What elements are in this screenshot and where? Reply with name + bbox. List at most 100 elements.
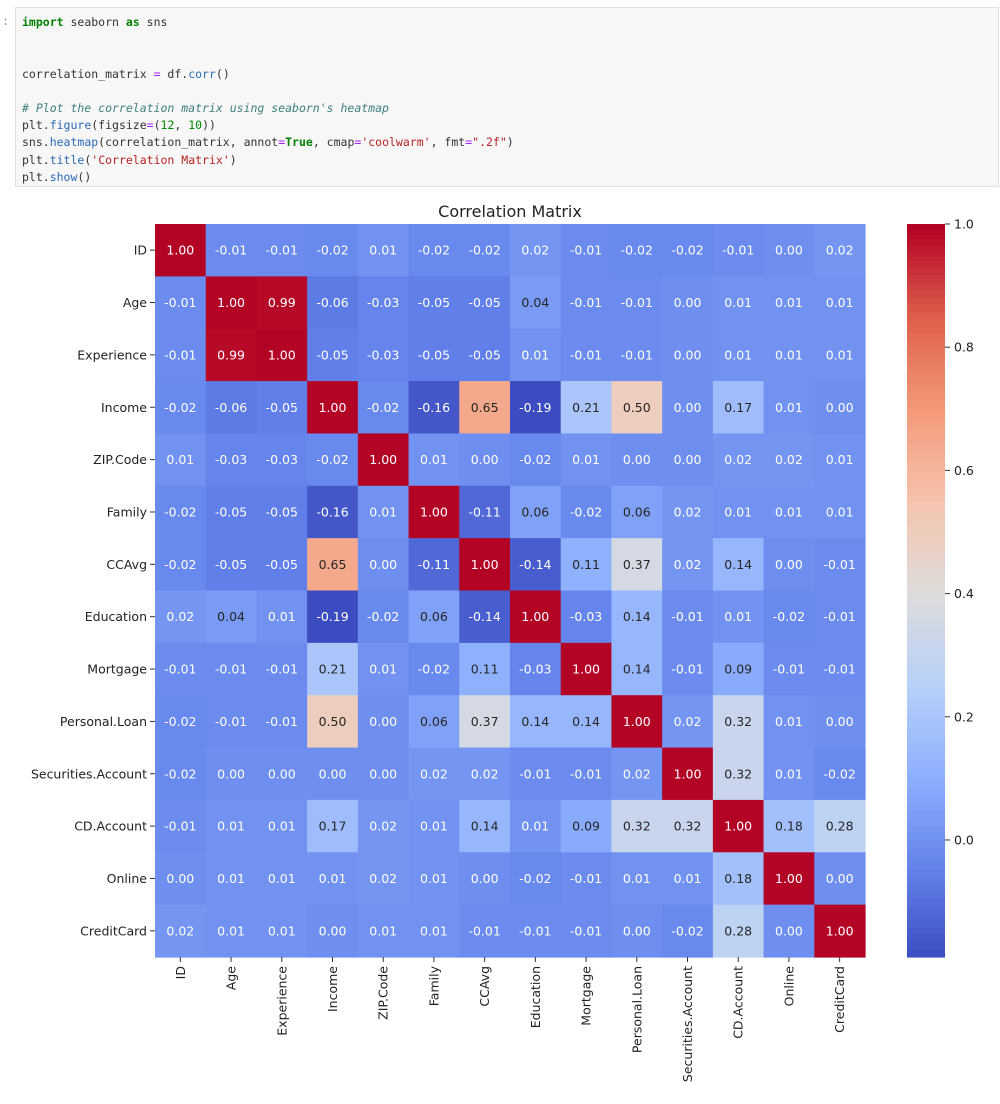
cell-annotation: -0.01: [215, 714, 247, 729]
cell-annotation: -0.01: [621, 295, 653, 310]
heatmap-cell: [560, 799, 613, 853]
heatmap-cell: [662, 695, 714, 749]
heatmap-cell: [662, 852, 714, 906]
colorbar-segment: [907, 348, 945, 357]
cell-annotation: 0.00: [674, 347, 702, 362]
cell-annotation: 0.01: [826, 504, 854, 519]
heatmap-cell: [814, 904, 866, 958]
heatmap-cell: [256, 328, 308, 382]
code-token: , cmap: [312, 135, 355, 150]
cell-annotation: 0.01: [724, 504, 752, 519]
code-token: (correlation_matrix, annot: [98, 135, 279, 150]
heatmap-cell: [155, 485, 207, 539]
code-line: plt.title('Correlation Matrix'): [22, 152, 998, 169]
cell-annotation: -0.01: [570, 766, 602, 781]
colorbar-segment: [907, 407, 945, 416]
cell-annotation: -0.01: [773, 662, 805, 677]
heatmap-cell: [712, 433, 765, 487]
colorbar-segment: [907, 883, 945, 892]
heatmap-cell: [560, 695, 613, 749]
colorbar-segment: [907, 803, 945, 811]
code-token: as: [125, 15, 140, 29]
colorbar-segment: [907, 231, 945, 240]
heatmap-cell: [357, 799, 410, 853]
code-editor[interactable]: import seaborn as sns correlation_matrix…: [22, 14, 998, 186]
col-label: ID: [173, 966, 188, 979]
heatmap-cell: [510, 328, 562, 382]
heatmap-cell: [712, 590, 765, 644]
code-token: figure: [49, 118, 92, 133]
heatmap-cell: [510, 276, 562, 330]
heatmap-cell: [510, 747, 562, 801]
col-label: Education: [528, 966, 543, 1028]
cell-annotation: 0.21: [572, 400, 600, 415]
colorbar-segment: [907, 524, 945, 533]
heatmap-cell: [256, 433, 308, 487]
colorbar-segment: [907, 333, 945, 342]
heatmap-cell: [763, 224, 815, 277]
row-label: CCAvg: [106, 557, 147, 572]
heatmap-cell: [712, 224, 765, 277]
colorbar-segment: [907, 678, 945, 687]
heatmap-cell: [662, 538, 714, 592]
cell-annotation: 0.01: [268, 923, 296, 938]
colorbar-segment: [907, 546, 945, 555]
heatmap-cell: [256, 695, 308, 749]
cell-annotation: 0.01: [268, 819, 296, 834]
colorbar-tick-label: 0.2: [954, 709, 974, 724]
colorbar-segment: [907, 509, 945, 518]
cell-annotation: -0.05: [266, 400, 298, 415]
heatmap-cell: [459, 695, 511, 749]
colorbar-segment: [907, 267, 945, 276]
cell-annotation: -0.19: [316, 609, 348, 624]
heatmap-cell: [560, 224, 613, 277]
heatmap-cell: [256, 276, 308, 330]
cell-annotation: 0.02: [724, 452, 752, 467]
heatmap-cell: [611, 904, 663, 958]
cell-annotation: -0.02: [164, 766, 196, 781]
cell-annotation: -0.01: [570, 243, 602, 258]
cell-annotation: 0.01: [166, 452, 194, 467]
cell-annotation: 0.50: [319, 714, 347, 729]
cell-annotation: 1.00: [319, 400, 347, 415]
col-label: CreditCard: [832, 966, 847, 1033]
colorbar-segment: [907, 876, 945, 885]
colorbar-tick-label: 0.6: [954, 463, 974, 478]
colorbar-segment: [907, 480, 945, 489]
heatmap-cell: [763, 433, 815, 487]
cell-annotation: 0.18: [775, 819, 803, 834]
cell-annotation: 1.00: [623, 714, 651, 729]
code-cell[interactable]: import seaborn as sns correlation_matrix…: [15, 7, 999, 187]
heatmap-cell: [611, 799, 663, 853]
cell-annotation: 0.01: [217, 871, 245, 886]
cell-annotation: -0.03: [367, 347, 399, 362]
heatmap-cell: [256, 799, 308, 853]
cell-annotation: 0.18: [724, 871, 752, 886]
heatmap-cell: [662, 747, 714, 801]
cell-annotation: 0.01: [826, 452, 854, 467]
cell-annotation: 0.01: [420, 452, 448, 467]
cell-annotation: -0.02: [621, 243, 653, 258]
heatmap-cell: [256, 904, 308, 958]
colorbar-segment: [907, 531, 945, 540]
heatmap-cell: [408, 852, 460, 906]
code-token: 12: [160, 118, 175, 133]
heatmap-cell: [307, 328, 359, 382]
cell-annotation: -0.03: [570, 609, 602, 624]
colorbar-segment: [907, 795, 945, 804]
heatmap-cell: [459, 485, 511, 539]
colorbar-segment: [907, 319, 945, 328]
cell-annotation: 1.00: [217, 295, 245, 310]
col-label: CD.Account: [731, 966, 746, 1039]
heatmap-cell: [560, 485, 613, 539]
cell-annotation: -0.01: [164, 295, 196, 310]
cell-annotation: 0.01: [623, 871, 651, 886]
colorbar-segment: [907, 693, 945, 702]
heatmap-cell: [459, 538, 511, 592]
code-token: plt.: [22, 118, 50, 133]
col-label: Experience: [274, 966, 289, 1036]
cell-annotation: 0.02: [369, 871, 397, 886]
colorbar-segment: [907, 436, 945, 445]
cell-annotation: 0.00: [826, 714, 854, 729]
colorbar-segment: [907, 495, 945, 504]
